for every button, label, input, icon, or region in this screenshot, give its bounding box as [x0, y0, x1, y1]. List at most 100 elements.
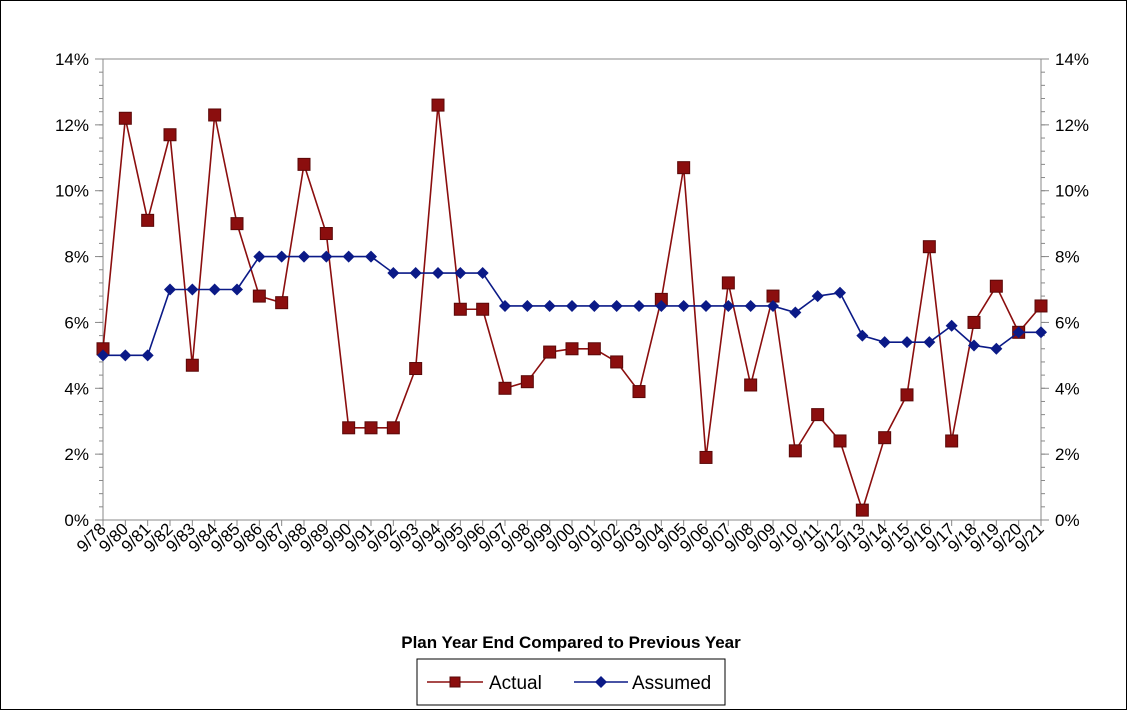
series-actual-point: [587, 342, 601, 356]
y-tick-label-left: 10%: [55, 182, 89, 201]
y-tick-label-right: 14%: [1055, 50, 1089, 69]
series-assumed-point: [97, 349, 109, 362]
series-actual-point: [989, 279, 1003, 293]
series-actual-point: [900, 388, 914, 402]
series-actual-point: [275, 296, 289, 310]
series-assumed-point: [878, 336, 891, 349]
series-assumed-point: [990, 342, 1003, 355]
series-actual-point: [1034, 299, 1048, 313]
series-assumed-point: [901, 336, 913, 349]
y-tick-label-right: 12%: [1055, 116, 1089, 135]
series-actual-point: [163, 128, 177, 142]
legend-assumed-marker: [595, 676, 607, 688]
series-actual-point: [833, 434, 847, 448]
series-assumed-point: [677, 299, 690, 312]
y-tick-label-right: 2%: [1055, 445, 1080, 464]
series-assumed-point: [811, 290, 824, 303]
series-actual-point: [141, 213, 155, 227]
series-assumed-point: [945, 319, 958, 332]
series-assumed-point: [342, 250, 355, 263]
series-layer: [96, 98, 1048, 517]
series-assumed-point: [320, 250, 333, 263]
legend: Actual Assumed: [416, 658, 726, 706]
y-tick-label-left: 6%: [64, 313, 89, 332]
series-actual-point: [677, 161, 691, 175]
series-assumed-point: [231, 283, 243, 296]
y-tick-label-right: 0%: [1055, 511, 1080, 530]
series-actual-point: [319, 227, 333, 241]
series-actual-point: [855, 503, 869, 517]
series-assumed-point: [432, 267, 444, 280]
series-actual-point: [967, 315, 981, 329]
series-assumed-point: [1012, 326, 1025, 339]
series-actual-point: [610, 355, 624, 369]
series-actual-point: [632, 385, 646, 399]
series-assumed-point: [521, 299, 534, 312]
series-assumed-point: [655, 299, 668, 312]
series-actual-point: [699, 450, 713, 464]
series-assumed-point: [208, 283, 221, 296]
series-actual-point: [565, 342, 579, 356]
y-tick-label-right: 4%: [1055, 379, 1080, 398]
y-tick-label-left: 8%: [64, 248, 89, 267]
legend-actual-label: Actual: [489, 673, 542, 694]
series-assumed-point: [789, 306, 802, 319]
series-assumed-point: [253, 250, 266, 263]
series-actual-point: [453, 302, 467, 316]
series-assumed-point: [923, 336, 936, 349]
series-assumed-point: [968, 339, 980, 352]
y-tick-label-right: 6%: [1055, 313, 1080, 332]
series-assumed-point: [476, 267, 489, 280]
series-actual-point: [788, 444, 802, 458]
y-tick-label-left: 2%: [64, 445, 89, 464]
series-assumed-point: [409, 267, 422, 280]
y-tick-label-left: 12%: [55, 116, 89, 135]
series-actual-point: [185, 358, 199, 372]
series-assumed-point: [588, 299, 601, 312]
x-axis-title: Plan Year End Compared to Previous Year: [401, 633, 741, 652]
series-actual-point: [945, 434, 959, 448]
series-assumed-point: [722, 299, 735, 312]
series-actual-point: [431, 98, 445, 112]
series-assumed-point: [186, 283, 199, 296]
series-actual-point: [498, 381, 512, 395]
series-assumed-point: [834, 286, 846, 299]
series-actual-point: [297, 157, 311, 171]
series-actual-point: [208, 108, 222, 122]
legend-actual-marker: [449, 676, 461, 688]
series-assumed-point: [1035, 326, 1047, 339]
series-assumed-point: [744, 299, 757, 312]
series-actual-point: [744, 378, 758, 392]
series-actual-point: [409, 362, 423, 376]
series-actual-point: [811, 408, 825, 422]
series-assumed-point: [856, 329, 869, 342]
series-assumed-point: [365, 250, 377, 263]
series-assumed-point: [275, 250, 288, 263]
series-assumed-point: [543, 299, 556, 312]
series-actual-point: [922, 240, 936, 254]
legend-assumed-label: Assumed: [632, 673, 711, 694]
series-actual-point: [721, 276, 735, 290]
series-actual-point: [230, 217, 244, 231]
series-actual-point: [520, 375, 534, 389]
series-assumed-point: [164, 283, 176, 296]
series-assumed-point: [141, 349, 154, 362]
y-tick-label-left: 4%: [64, 379, 89, 398]
y-tick-label-right: 8%: [1055, 248, 1080, 267]
series-assumed-point: [700, 299, 712, 312]
series-actual-point: [543, 345, 557, 359]
series-assumed-point: [119, 349, 132, 362]
series-actual-point: [878, 431, 892, 445]
series-actual-point: [386, 421, 400, 435]
series-assumed-point: [454, 267, 467, 280]
series-assumed-point: [566, 299, 578, 312]
series-assumed-point: [499, 299, 511, 312]
series-assumed-point: [633, 299, 645, 312]
y-tick-label-right: 10%: [1055, 182, 1089, 201]
series-actual-point: [476, 302, 490, 316]
series-assumed-point: [298, 250, 310, 263]
y-tick-label-left: 14%: [55, 50, 89, 69]
